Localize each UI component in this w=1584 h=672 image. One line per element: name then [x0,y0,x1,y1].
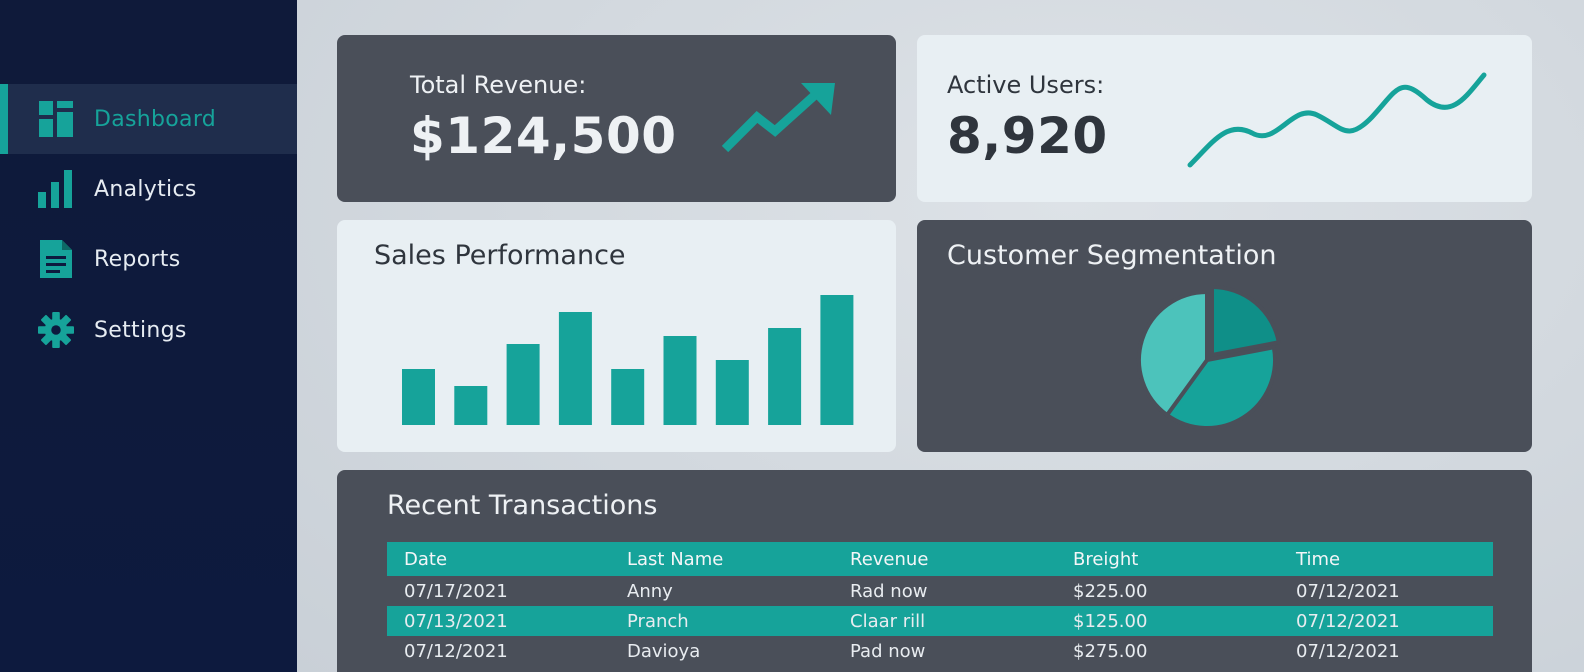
sidebar-item-label: Dashboard [94,106,217,132]
bar-1 [402,369,435,425]
gear-icon [38,312,74,348]
card-title: Sales Performance [374,240,626,271]
active-users-card: Active Users: 8,920 [917,35,1532,202]
cell-last-name: Anny [627,580,673,602]
bar-6 [663,336,697,425]
card-title: Customer Segmentation [947,240,1277,271]
kpi-label: Total Revenue: [410,71,587,99]
cell-revenue: Pad now [850,640,926,662]
table-row[interactable]: 07/12/2021 Davioya Pad now $275.00 07/12… [387,636,1493,666]
sales-performance-card: Sales Performance [337,220,896,452]
sidebar-item-reports[interactable]: Reports [0,224,297,294]
bar-9 [820,295,854,425]
cell-date: 07/12/2021 [404,640,508,662]
card-title: Recent Transactions [387,490,658,521]
cell-time: 07/12/2021 [1279,606,1493,636]
bar-5 [611,369,645,425]
cell-revenue: Claar rill [833,606,1056,636]
trend-up-arrow-icon [721,83,835,153]
cell-breight: $225.00 [1073,580,1148,602]
sidebar-item-settings[interactable]: Settings [0,295,297,365]
cell-date: 07/13/2021 [387,606,610,636]
cell-breight: $275.00 [1073,640,1148,662]
cell-time: 07/12/2021 [1296,640,1400,662]
cell-last-name: Davioya [627,640,701,662]
cell-breight: $125.00 [1056,606,1279,636]
column-header-last-name[interactable]: Last Name [610,542,833,576]
bar-7 [715,360,749,425]
sidebar-item-label: Settings [94,317,187,343]
table-row[interactable]: 07/17/2021 Anny Rad now $225.00 07/12/20… [387,576,1493,606]
bar-8 [768,328,802,425]
sidebar-item-dashboard[interactable]: Dashboard [0,84,297,154]
pie-slice-2 [1164,344,1277,430]
dashboard-icon [38,101,74,137]
main-content: Total Revenue: $124,500 Active Users: 8,… [297,0,1584,672]
pie-slice-1 [1210,284,1282,358]
customer-segmentation-card: Customer Segmentation [917,220,1532,452]
pie-slice-3 [1137,289,1209,418]
sidebar: Dashboard Analytics Reports [0,0,297,672]
column-header-date[interactable]: Date [387,542,610,576]
sidebar-item-label: Analytics [94,176,197,202]
column-header-revenue[interactable]: Revenue [833,542,1056,576]
sidebar-item-label: Reports [94,246,181,272]
kpi-value: $124,500 [410,107,677,165]
column-header-breight[interactable]: Breight [1056,542,1279,576]
kpi-label: Active Users: [947,71,1105,99]
table-header-row: Date Last Name Revenue Breight Time [387,542,1493,576]
document-icon [38,240,74,278]
bar-4 [558,312,592,425]
sidebar-item-analytics[interactable]: Analytics [0,154,297,224]
column-header-time[interactable]: Time [1279,542,1493,576]
cell-last-name: Pranch [610,606,833,636]
total-revenue-card: Total Revenue: $124,500 [337,35,896,202]
sales-bar-chart [402,295,854,425]
cell-revenue: Rad now [850,580,928,602]
recent-transactions-card: Recent Transactions Date Last Name Reven… [337,470,1532,672]
bar-chart-icon [38,170,74,208]
cell-time: 07/12/2021 [1296,580,1400,602]
transactions-table: Date Last Name Revenue Breight Time 07/1… [387,542,1493,666]
cell-date: 07/17/2021 [404,580,508,602]
bar-2 [454,386,488,425]
kpi-value: 8,920 [947,107,1108,165]
bar-3 [506,344,540,425]
segmentation-pie-chart [1137,284,1282,430]
sparkline-icon [1187,72,1487,168]
table-row[interactable]: 07/13/2021 Pranch Claar rill $125.00 07/… [387,606,1493,636]
